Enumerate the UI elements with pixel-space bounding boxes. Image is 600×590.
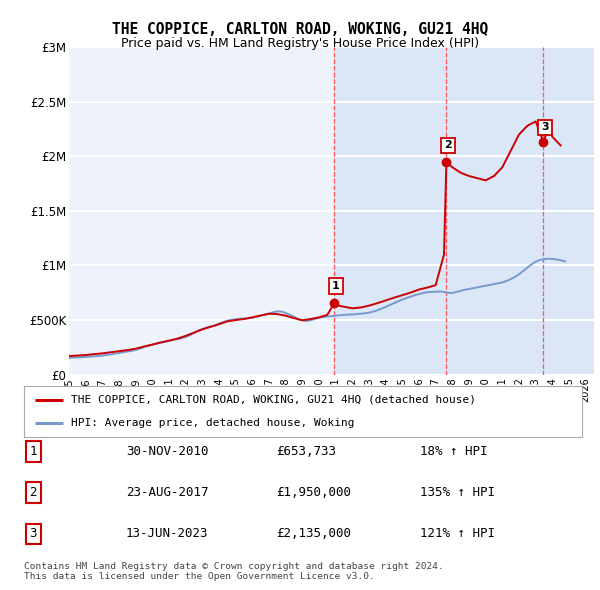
Text: 30-NOV-2010: 30-NOV-2010 [126,445,209,458]
Bar [334,47,446,375]
Text: HPI: Average price, detached house, Woking: HPI: Average price, detached house, Woki… [71,418,355,428]
Text: 18% ↑ HPI: 18% ↑ HPI [420,445,487,458]
Text: £2,135,000: £2,135,000 [276,527,351,540]
Text: 1: 1 [332,281,340,291]
Text: 2: 2 [444,140,452,150]
Bar [446,47,544,375]
Text: 2: 2 [29,486,37,499]
Text: £653,733: £653,733 [276,445,336,458]
Text: 13-JUN-2023: 13-JUN-2023 [126,527,209,540]
Text: 1: 1 [29,445,37,458]
Text: THE COPPICE, CARLTON ROAD, WOKING, GU21 4HQ (detached house): THE COPPICE, CARLTON ROAD, WOKING, GU21 … [71,395,476,405]
Text: 3: 3 [29,527,37,540]
Text: THE COPPICE, CARLTON ROAD, WOKING, GU21 4HQ: THE COPPICE, CARLTON ROAD, WOKING, GU21 … [112,22,488,37]
Text: £1,950,000: £1,950,000 [276,486,351,499]
Text: 3: 3 [541,123,549,132]
Text: 121% ↑ HPI: 121% ↑ HPI [420,527,495,540]
Text: Price paid vs. HM Land Registry's House Price Index (HPI): Price paid vs. HM Land Registry's House … [121,37,479,50]
Bar [544,47,594,375]
Text: 135% ↑ HPI: 135% ↑ HPI [420,486,495,499]
Text: Contains HM Land Registry data © Crown copyright and database right 2024.
This d: Contains HM Land Registry data © Crown c… [24,562,444,581]
Text: 23-AUG-2017: 23-AUG-2017 [126,486,209,499]
